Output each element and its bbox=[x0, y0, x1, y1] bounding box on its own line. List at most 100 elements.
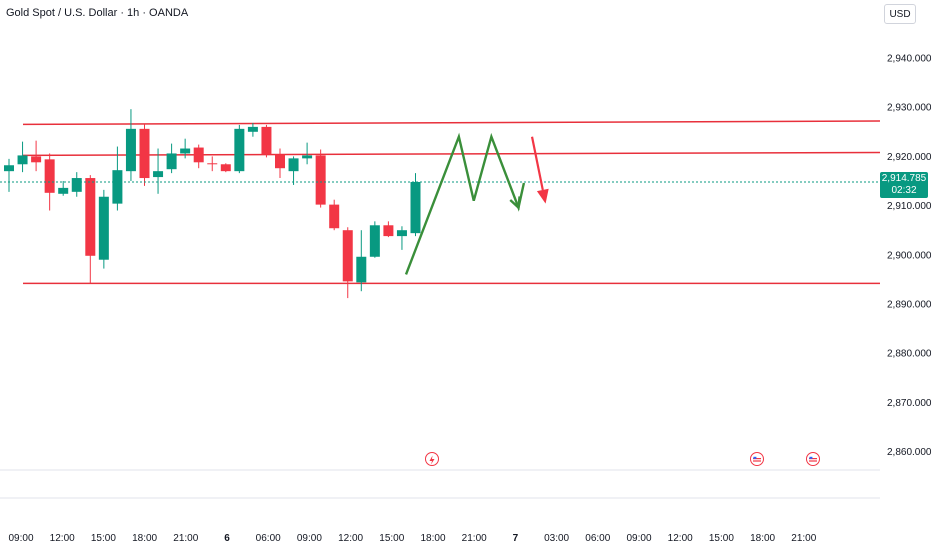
candle bbox=[342, 227, 353, 299]
candle-body bbox=[58, 187, 69, 194]
price-tick-label: 2,920.000 bbox=[887, 152, 932, 163]
candle-body bbox=[261, 126, 272, 155]
price-tick-label: 2,870.000 bbox=[887, 398, 932, 409]
time-tick-label: 09:00 bbox=[297, 533, 322, 544]
time-tick-label: 15:00 bbox=[379, 533, 404, 544]
candle-body bbox=[275, 154, 285, 169]
candle bbox=[356, 230, 367, 292]
projection-path bbox=[404, 132, 549, 275]
candle-body bbox=[410, 181, 421, 234]
candle-body bbox=[302, 155, 313, 159]
time-tick-label: 12:00 bbox=[668, 533, 693, 544]
time-tick-label: 6 bbox=[224, 533, 230, 544]
candle bbox=[98, 189, 109, 269]
candle bbox=[153, 148, 164, 194]
candle-body bbox=[44, 159, 55, 193]
candle bbox=[207, 156, 218, 172]
price-tick-label: 2,910.000 bbox=[887, 201, 932, 212]
us-flag-icon bbox=[808, 455, 818, 465]
candle bbox=[125, 109, 136, 181]
candle-body bbox=[247, 126, 258, 132]
price-axis[interactable]: 2,860.000 2,870.000 2,880.000 2,890.000 2,90… bbox=[887, 54, 932, 459]
price-tick-label: 2,860.000 bbox=[887, 447, 932, 458]
time-tick-label: 21:00 bbox=[462, 533, 487, 544]
candle bbox=[275, 148, 285, 179]
time-axis[interactable]: 09:00 12:00 15:00 18:00 21:00 6 06:00 09:00 12:0… bbox=[8, 533, 816, 544]
bearish-arrow-shaft[interactable] bbox=[530, 136, 544, 191]
time-tick-label: 21:00 bbox=[173, 533, 198, 544]
candle-body bbox=[329, 204, 340, 229]
time-tick-label: 12:00 bbox=[50, 533, 75, 544]
projection-zigzag-line[interactable] bbox=[404, 132, 526, 275]
candle-body bbox=[180, 148, 191, 154]
candle-body bbox=[112, 170, 123, 204]
bar-countdown: 02:32 bbox=[891, 185, 917, 196]
candle bbox=[17, 141, 28, 173]
candle-body bbox=[85, 178, 96, 256]
candle bbox=[410, 173, 421, 237]
time-tick-label: 03:00 bbox=[544, 533, 569, 544]
candle-body bbox=[288, 158, 299, 172]
candle-body bbox=[342, 230, 353, 282]
candle bbox=[234, 124, 245, 174]
lightning-icon bbox=[429, 455, 435, 465]
current-price-value: 2,914.785 bbox=[881, 173, 927, 184]
candle bbox=[58, 181, 69, 196]
candle-body bbox=[315, 155, 326, 205]
candle bbox=[247, 122, 258, 137]
price-tick-label: 2,940.000 bbox=[887, 54, 932, 65]
candle bbox=[71, 172, 82, 197]
time-tick-label: 18:00 bbox=[420, 533, 445, 544]
currency-button[interactable]: USD bbox=[884, 4, 916, 24]
candle-body bbox=[125, 128, 136, 172]
candle bbox=[329, 199, 340, 231]
candle-body bbox=[383, 225, 394, 237]
price-tick-label: 2,930.000 bbox=[887, 103, 932, 114]
candle bbox=[180, 138, 191, 159]
candle bbox=[302, 142, 313, 165]
candle bbox=[369, 221, 380, 258]
symbol-title: Gold Spot / U.S. Dollar · 1h · OANDA bbox=[6, 7, 189, 19]
time-tick-label: 7 bbox=[513, 533, 519, 544]
candle bbox=[396, 226, 407, 250]
lightning-event-icon[interactable] bbox=[425, 452, 439, 466]
candle bbox=[220, 163, 231, 173]
price-tick-label: 2,890.000 bbox=[887, 300, 932, 311]
time-tick-label: 09:00 bbox=[8, 533, 33, 544]
time-tick-label: 15:00 bbox=[709, 533, 734, 544]
candle-body bbox=[356, 256, 367, 283]
candle-body bbox=[396, 230, 407, 237]
candle-body bbox=[369, 225, 380, 257]
level-line-upper-resistance[interactable] bbox=[22, 120, 881, 126]
flag-event-icon[interactable] bbox=[750, 452, 764, 466]
candle bbox=[85, 175, 96, 284]
current-price-tag: 2,914.785 02:32 bbox=[880, 172, 928, 198]
candlestick-series bbox=[4, 109, 421, 299]
candle-body bbox=[166, 153, 177, 170]
bearish-arrow-head bbox=[536, 188, 549, 204]
time-tick-label: 09:00 bbox=[626, 533, 651, 544]
flag-event-icon[interactable] bbox=[806, 452, 820, 466]
us-flag-icon bbox=[752, 455, 762, 465]
time-tick-label: 06:00 bbox=[585, 533, 610, 544]
time-tick-label: 18:00 bbox=[132, 533, 157, 544]
candle-body bbox=[193, 147, 204, 163]
candle-body bbox=[71, 178, 82, 192]
price-tick-label: 2,900.000 bbox=[887, 250, 932, 261]
candle-body bbox=[234, 128, 245, 172]
candle bbox=[4, 158, 14, 192]
candle-body bbox=[153, 171, 164, 178]
candle bbox=[288, 156, 299, 185]
candle bbox=[112, 146, 123, 211]
candle-body bbox=[220, 164, 231, 172]
candle-body bbox=[207, 163, 218, 165]
candle bbox=[139, 123, 150, 186]
candle-body bbox=[31, 156, 42, 163]
candle bbox=[383, 221, 394, 238]
time-tick-label: 21:00 bbox=[791, 533, 816, 544]
time-tick-label: 06:00 bbox=[256, 533, 281, 544]
candle-body bbox=[139, 128, 150, 179]
time-tick-label: 12:00 bbox=[338, 533, 363, 544]
candle bbox=[166, 143, 177, 174]
